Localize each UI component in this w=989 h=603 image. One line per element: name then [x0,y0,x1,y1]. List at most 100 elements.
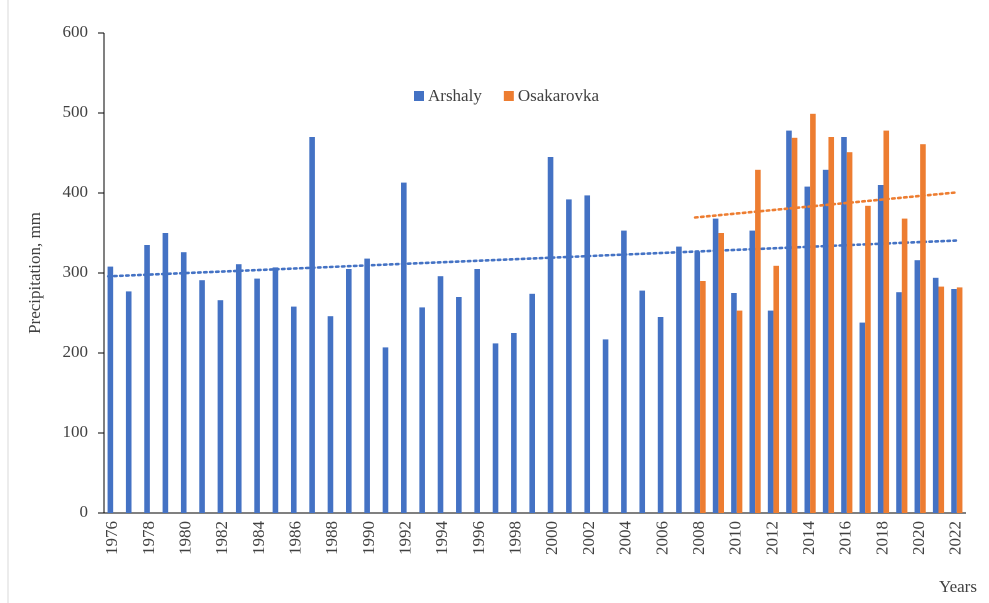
x-tick-label: 1976 [102,521,121,555]
y-tick-label: 100 [63,422,89,441]
bar [822,169,829,514]
x-tick-label: 2014 [799,521,818,556]
bar [718,233,725,513]
bar [749,230,756,513]
bar [914,260,921,513]
bar [736,310,743,513]
bar [511,333,517,513]
x-tick-label: 1978 [139,521,158,555]
bar [786,130,792,513]
x-tick-label: 1994 [432,521,451,556]
bar [345,269,352,513]
x-tick-label: 2022 [946,521,965,555]
y-tick-label: 400 [63,182,89,201]
bar [865,205,871,514]
bar [712,218,719,513]
x-tick-label: 2018 [872,521,891,555]
bar [676,246,682,513]
bar [547,157,554,513]
bar [217,300,224,513]
bar [938,286,945,513]
bar [804,186,811,513]
x-axis-label: Years [939,577,977,596]
bar [920,144,926,513]
bar [456,297,462,513]
bar [254,278,260,513]
bar [272,267,279,513]
bar [810,113,816,514]
bar [951,289,957,513]
bar [309,137,315,513]
legend-label: Osakarovka [518,86,600,105]
x-tick-label: 1980 [175,521,194,555]
bar [956,287,963,513]
bar [828,137,835,513]
x-tick-label: 1990 [359,521,378,555]
bar [767,310,774,513]
bar [566,199,572,513]
legend-label: Arshaly [428,86,482,105]
bar [883,130,890,513]
x-tick-label: 1988 [322,521,341,555]
bar [199,280,205,513]
bar [657,317,664,513]
bar [364,258,370,513]
bar [107,266,114,513]
bar [401,182,407,513]
bar [901,218,908,513]
bar [932,277,939,513]
bar [235,264,242,513]
y-tick-label: 300 [63,262,89,281]
bar [859,322,866,513]
trendline [693,191,959,219]
bar [694,251,701,513]
bar [125,291,132,513]
bar [755,169,761,514]
x-tick-label: 2010 [726,521,745,555]
x-tick-label: 2012 [762,521,781,555]
legend-swatch [414,91,424,101]
x-tick-label: 2008 [689,521,708,555]
bar [846,152,853,513]
bar [877,185,884,513]
x-tick-label: 2016 [836,521,855,555]
bar [602,339,609,513]
bar [419,307,425,513]
y-tick-label: 0 [80,502,89,521]
bar [529,293,535,513]
bar [437,276,444,513]
y-tick-label: 500 [63,102,89,121]
y-axis-label: Precipitation, mm [25,212,44,334]
bar [474,269,480,513]
bar [584,195,591,513]
bar [731,293,737,513]
bar [492,343,499,513]
bar [382,347,389,513]
legend-swatch [503,91,514,101]
bar [327,316,334,513]
y-tick-label: 600 [63,22,89,41]
x-tick-label: 2020 [909,521,928,555]
x-tick-label: 1992 [396,521,415,555]
bar [180,252,187,513]
bar [791,137,798,514]
x-tick-label: 2004 [616,521,635,556]
x-tick-label: 1996 [469,521,488,555]
bar [144,245,150,513]
x-tick-label: 2000 [542,521,561,555]
x-tick-label: 1986 [285,521,304,555]
bar [290,306,297,513]
x-tick-label: 2002 [579,521,598,555]
x-tick-label: 1984 [249,521,268,556]
bar [700,281,706,513]
y-tick-label: 200 [63,342,89,361]
bar [639,290,646,513]
bar [162,233,169,513]
x-tick-label: 1982 [212,521,231,555]
bar [841,137,847,513]
bar [621,230,627,513]
bar [896,292,902,513]
x-tick-label: 1998 [506,521,525,555]
bar [773,265,780,513]
